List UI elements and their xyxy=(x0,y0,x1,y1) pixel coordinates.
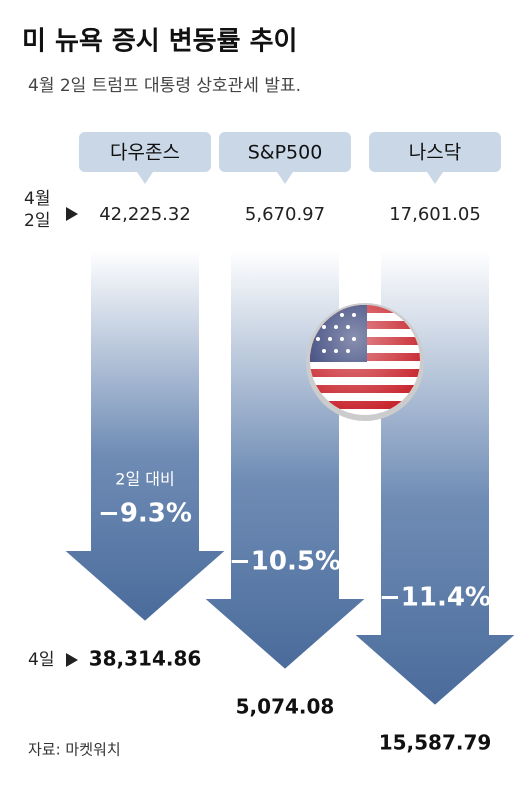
category-box xyxy=(219,132,351,184)
category-box xyxy=(79,132,211,184)
start-value: 42,225.32 xyxy=(99,204,191,225)
change-label: −11.4% xyxy=(379,583,491,613)
category-label: S&P500 xyxy=(248,142,323,164)
category-label: 나스닥 xyxy=(409,142,461,164)
subtitle: 4월 2일 트럼프 대통령 상호관세 발표. xyxy=(28,76,301,96)
change-label: −10.5% xyxy=(229,547,341,577)
end-value: 38,314.86 xyxy=(89,647,202,671)
end-value: 5,074.08 xyxy=(236,695,335,719)
start-label: 4월 2일 xyxy=(24,189,51,231)
start-value: 17,601.05 xyxy=(389,204,481,225)
pointer xyxy=(66,207,78,221)
pointer xyxy=(66,653,78,667)
end-label: 4일 xyxy=(28,650,54,670)
end-value: 15,587.79 xyxy=(379,731,492,755)
source: 자료: 마켓워치 xyxy=(28,741,121,759)
change-label: −9.3% xyxy=(98,499,192,529)
category-box xyxy=(369,132,501,184)
title: 미 뉴욕 증시 변동률 추이 xyxy=(22,27,297,57)
change-note: 2일 대비 xyxy=(115,470,174,489)
start-value: 5,670.97 xyxy=(245,204,325,225)
arrow xyxy=(60,249,230,624)
category-label: 다우존스 xyxy=(110,142,180,164)
